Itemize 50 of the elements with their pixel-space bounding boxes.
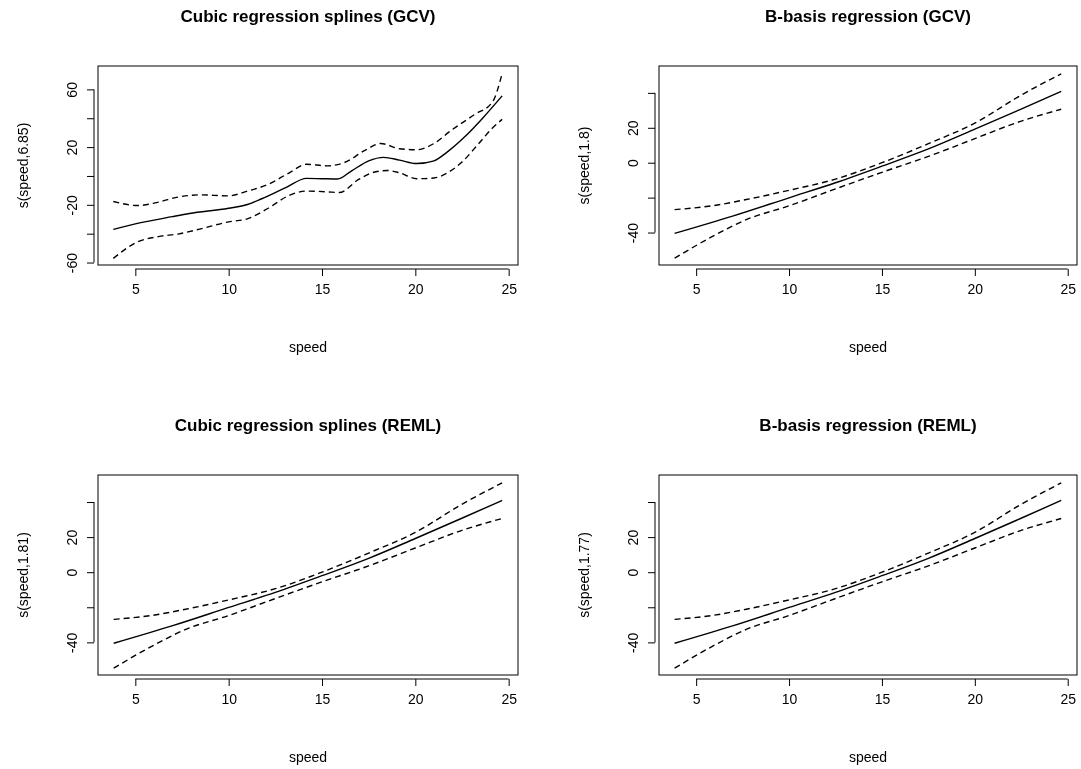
line-series [673,108,1062,259]
y-axis-title: s(speed,1.81) [14,532,31,618]
x-axis-title: speed [848,749,888,765]
x-tick-label: 15 [874,281,891,298]
y-tick-label: -40 [64,632,80,653]
y-tick-label: 20 [625,529,641,546]
x-axis-title: speed [288,749,328,765]
y-tick-label: 0 [625,568,641,577]
y-axis-title: s(speed,6.85) [14,122,31,209]
x-tick-label: 25 [501,691,518,708]
y-tick-label: 20 [64,529,80,546]
x-tick-label: 5 [131,691,140,708]
y-tick-label: 0 [625,159,641,168]
y-tick-label: -20 [64,194,80,216]
x-tick-label: 15 [314,691,331,708]
chart-title: Cubic regression splines (GCV) [180,7,436,26]
chart-title: B-basis regression (REML) [759,416,977,435]
x-tick-label: 10 [781,281,798,298]
y-tick-label: 20 [64,139,80,156]
x-tick-label: 10 [221,281,238,298]
x-tick-label: 5 [131,281,140,298]
line-series [673,517,1062,669]
x-tick-label: 20 [967,691,984,708]
x-tick-label: 5 [692,691,701,708]
line-series [112,517,503,669]
y-tick-label: -40 [625,632,641,653]
y-axis-title: s(speed,1.77) [575,532,592,618]
x-tick-label: 25 [1060,281,1077,298]
y-axis-title: s(speed,1.8) [575,126,592,205]
x-tick-label: 20 [408,281,424,298]
y-tick-label: 20 [625,120,641,137]
x-tick-label: 10 [221,691,238,708]
line-series [112,118,503,260]
x-tick-label: 10 [781,691,798,708]
x-tick-label: 25 [1060,691,1077,708]
x-axis-title: speed [288,339,328,355]
chart-title: Cubic regression splines (REML) [174,416,442,435]
x-tick-label: 20 [408,691,424,708]
x-tick-label: 25 [501,281,518,298]
x-axis-title: speed [848,339,888,355]
x-tick-label: 20 [967,281,984,298]
line-series [112,95,503,231]
x-tick-label: 15 [314,281,331,298]
y-tick-label: 0 [64,568,80,577]
y-tick-label: -40 [625,222,641,244]
y-tick-label: -60 [64,252,80,274]
x-tick-label: 15 [874,691,891,708]
y-tick-label: 60 [64,81,80,98]
chart-title: B-basis regression (GCV) [765,7,971,26]
x-tick-label: 5 [692,281,701,298]
